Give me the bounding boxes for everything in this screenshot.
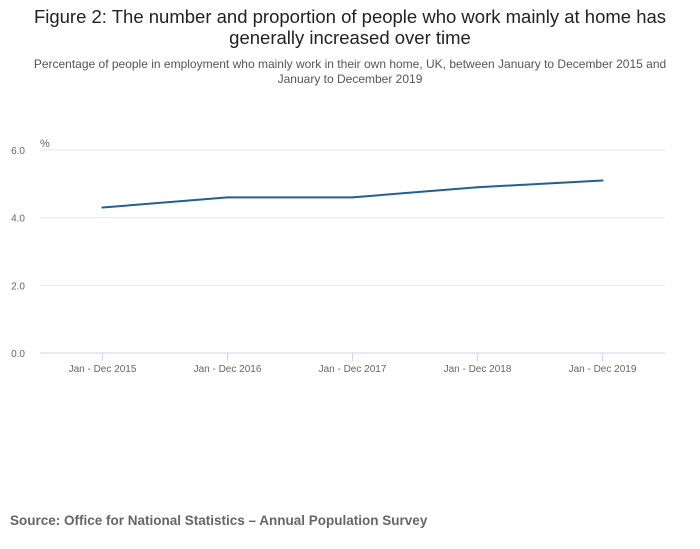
y-tick-label: 6.0: [11, 146, 25, 157]
series-line: [101, 179, 604, 209]
data-point[interactable]: [351, 196, 354, 199]
x-tick-label: Jan - Dec 2015: [69, 364, 137, 375]
x-tick-label: Jan - Dec 2018: [444, 364, 512, 375]
data-point[interactable]: [476, 186, 479, 189]
x-axis: Jan - Dec 2015 Jan - Dec 2016 Jan - Dec 20…: [40, 352, 665, 375]
gridlines: [40, 149, 665, 286]
y-tick-label: 4.0: [11, 214, 25, 225]
data-point[interactable]: [226, 196, 229, 199]
x-tick-label: Jan - Dec 2016: [194, 364, 262, 375]
y-axis-unit-label: %: [40, 138, 50, 150]
data-point[interactable]: [101, 206, 104, 209]
y-tick-label: 2.0: [11, 281, 25, 292]
series: [101, 179, 604, 209]
y-tick-label: 0.0: [11, 349, 25, 360]
y-axis: 0.0 2.0 4.0 6.0: [11, 146, 25, 360]
chart-title: Figure 2: The number and proportion of p…: [33, 6, 667, 48]
source-note: Source: Office for National Statistics –…: [10, 513, 428, 528]
chart-subtitle: Percentage of people in employment who m…: [33, 57, 667, 86]
data-point[interactable]: [601, 179, 604, 182]
x-tick-label: Jan - Dec 2019: [569, 364, 637, 375]
x-tick-label: Jan - Dec 2017: [319, 364, 387, 375]
